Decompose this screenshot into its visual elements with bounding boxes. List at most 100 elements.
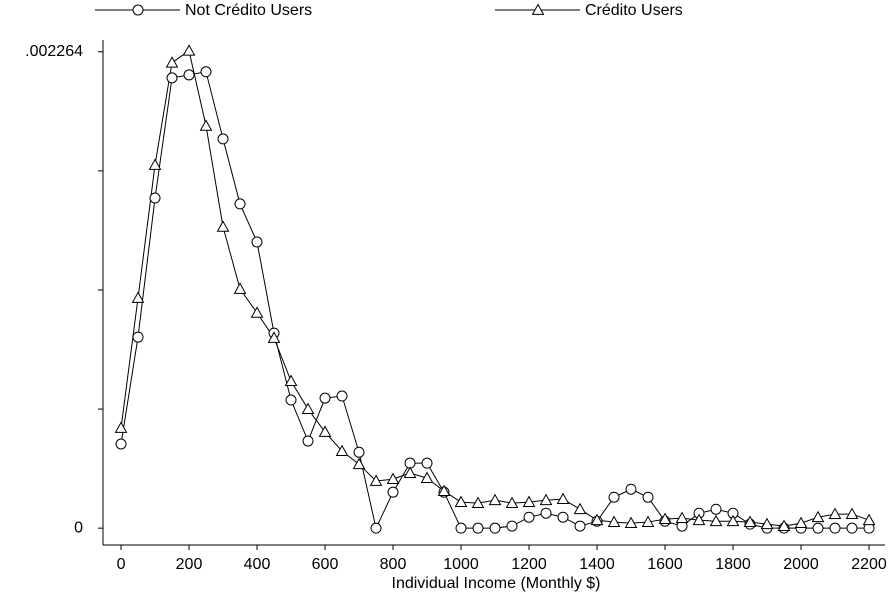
series-line — [120, 71, 870, 530]
data-point — [200, 66, 212, 78]
data-point — [216, 220, 230, 232]
x-axis-title: Individual Income (Monthly $) — [392, 575, 601, 592]
x-tick-label: 1000 — [443, 556, 479, 573]
y-tick-label: .002264 — [25, 43, 83, 60]
data-point — [284, 374, 298, 386]
data-point — [132, 331, 144, 343]
data-point — [812, 522, 824, 534]
data-point — [709, 514, 723, 527]
data-point — [641, 515, 655, 527]
data-point — [149, 192, 161, 204]
data-point — [523, 511, 535, 523]
data-point — [319, 392, 331, 404]
series-line — [120, 49, 870, 527]
data-point — [387, 486, 399, 498]
data-point — [743, 515, 757, 527]
data-point — [846, 522, 858, 534]
data-point — [437, 484, 451, 497]
data-point — [471, 496, 485, 509]
data-point — [352, 457, 366, 470]
data-point — [335, 444, 349, 457]
data-point — [642, 491, 654, 503]
data-point — [318, 425, 332, 437]
data-point — [624, 516, 638, 529]
data-point — [658, 512, 672, 525]
data-point — [811, 510, 825, 523]
data-point — [489, 522, 501, 534]
x-tick-label: 1600 — [647, 556, 683, 573]
data-point — [165, 56, 179, 68]
data-point — [710, 503, 722, 515]
data-point — [302, 435, 314, 447]
data-point — [217, 133, 229, 145]
legend-label: Crédito Users — [585, 2, 683, 19]
data-point — [369, 474, 383, 486]
x-tick-label: 0 — [117, 556, 126, 573]
x-tick-label: 800 — [380, 556, 407, 573]
data-point — [420, 471, 434, 483]
data-point — [166, 72, 178, 84]
data-point — [336, 390, 348, 402]
x-tick-label: 200 — [176, 556, 203, 573]
data-point — [370, 522, 382, 534]
data-point — [250, 306, 264, 318]
data-point — [182, 44, 196, 56]
data-point — [557, 511, 569, 523]
data-point — [828, 507, 842, 519]
data-point — [386, 472, 400, 485]
data-point — [353, 446, 365, 458]
data-point — [522, 495, 536, 507]
data-point — [574, 520, 586, 532]
data-point — [573, 502, 587, 515]
data-point — [505, 496, 519, 509]
data-point — [726, 514, 740, 527]
x-tick-label: 1800 — [715, 556, 751, 573]
legend-marker — [132, 4, 144, 16]
y-tick-label: 0 — [74, 519, 83, 536]
data-point — [862, 513, 876, 526]
data-point — [183, 69, 195, 81]
data-point — [233, 282, 247, 294]
data-point — [692, 513, 706, 526]
x-tick-label: 2000 — [783, 556, 819, 573]
x-tick-label: 1200 — [511, 556, 547, 573]
data-point — [421, 457, 433, 469]
x-tick-label: 1400 — [579, 556, 615, 573]
data-point — [234, 198, 246, 210]
x-tick-label: 600 — [312, 556, 339, 573]
data-point — [794, 516, 808, 529]
data-point — [455, 522, 467, 534]
data-point — [556, 492, 570, 505]
data-point — [625, 483, 637, 495]
data-point — [301, 402, 315, 414]
legend-marker — [531, 3, 545, 15]
data-point — [131, 291, 145, 303]
data-point — [148, 158, 162, 170]
data-point — [607, 515, 621, 527]
data-point — [403, 466, 417, 478]
legend-label: Not Crédito Users — [185, 2, 312, 19]
data-point — [114, 421, 128, 433]
data-point — [539, 493, 553, 506]
data-point — [454, 495, 468, 507]
data-point — [760, 517, 774, 530]
data-point — [829, 522, 841, 534]
x-tick-label: 2200 — [851, 556, 887, 573]
data-point — [267, 331, 281, 343]
data-point — [777, 519, 791, 531]
data-point — [675, 511, 689, 523]
data-point — [845, 507, 859, 519]
data-point — [472, 522, 484, 534]
data-point — [285, 394, 297, 406]
data-point — [488, 493, 502, 506]
data-point — [540, 507, 552, 519]
x-tick-label: 400 — [244, 556, 271, 573]
data-point — [608, 491, 620, 503]
data-point — [590, 513, 604, 526]
data-point — [115, 438, 127, 450]
data-point — [199, 119, 213, 131]
data-point — [506, 520, 518, 532]
data-point — [251, 236, 263, 248]
